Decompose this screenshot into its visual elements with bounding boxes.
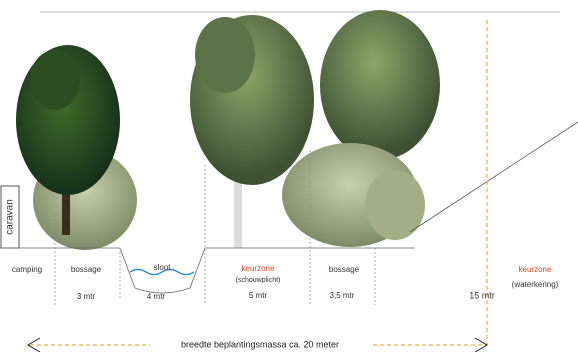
- caravan-label: caravan: [5, 199, 16, 235]
- zone-name: sloot: [154, 263, 172, 272]
- slope-line: [410, 122, 578, 232]
- zone-note: (schouwplicht): [236, 277, 281, 284]
- zone-name: keurzone: [242, 264, 275, 273]
- dimension-label: breedte beplantingsmassa ca. 20 meter: [181, 339, 339, 349]
- zone-width: 3,5 mtr: [330, 291, 355, 300]
- zone-name: camping: [12, 265, 42, 274]
- outer-zone-name: keurzone: [519, 265, 552, 274]
- outer-zone-note: (waterkering): [512, 280, 559, 289]
- tree-illustrations: [16, 10, 440, 250]
- cross-section-diagram: caravan camping bossage 3 mtr sloot 4 mt…: [0, 0, 578, 352]
- total-width: 15 mtr: [469, 290, 495, 300]
- zone-name: bossage: [329, 265, 360, 274]
- zone-width: 3 mtr: [77, 292, 96, 301]
- zone-width: 4 mtr: [147, 292, 166, 301]
- zone-width: 5 mtr: [249, 291, 268, 300]
- zone-name: bossage: [71, 265, 102, 274]
